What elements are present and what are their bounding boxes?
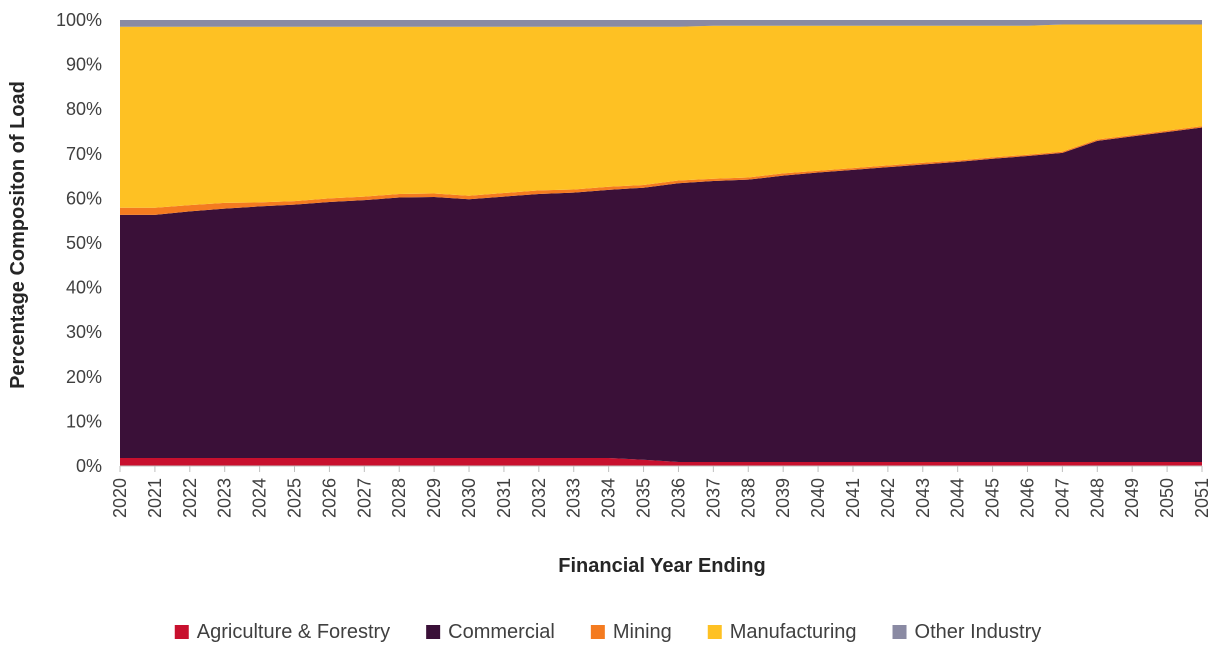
x-tick-label: 2035 <box>634 478 654 518</box>
x-axis-title: Financial Year Ending <box>558 555 765 577</box>
y-tick-label: 70% <box>66 144 102 164</box>
x-tick-label: 2024 <box>250 478 270 518</box>
x-tick-label: 2025 <box>285 478 305 518</box>
x-tick-label: 2050 <box>1157 478 1177 518</box>
x-tick-label: 2045 <box>983 478 1003 518</box>
legend-label: Other Industry <box>915 621 1042 643</box>
legend: Agriculture & Forestry Commercial Mining Ma… <box>174 621 1042 643</box>
x-tick-label: 2042 <box>878 478 898 518</box>
legend-swatch <box>892 625 907 639</box>
x-tick-label: 2027 <box>354 478 374 518</box>
x-tick-label: 2040 <box>808 478 828 518</box>
legend-swatch <box>426 625 441 639</box>
legend-item: Manufacturing <box>707 621 857 643</box>
y-tick-label: 30% <box>66 322 102 342</box>
x-tick-label: 2029 <box>424 478 444 518</box>
x-tick-label: 2041 <box>843 478 863 518</box>
x-tick-label: 2026 <box>319 478 339 518</box>
x-tick-label: 2039 <box>773 478 793 518</box>
y-axis-title: Percentage Compositon of Load <box>7 81 29 389</box>
legend-item: Commercial <box>426 621 555 643</box>
x-tick-label: 2044 <box>948 478 968 518</box>
x-tick-label: 2034 <box>599 478 619 518</box>
y-tick-label: 10% <box>66 411 102 431</box>
y-tick-label: 100% <box>56 10 102 30</box>
legend-swatch <box>707 625 722 639</box>
area-other-industry <box>120 20 1202 27</box>
y-tick-label: 40% <box>66 278 102 298</box>
y-tick-label: 0% <box>76 456 102 476</box>
x-tick-label: 2051 <box>1192 478 1212 518</box>
legend-label: Commercial <box>448 621 555 643</box>
y-tick-label: 80% <box>66 99 102 119</box>
area-mining <box>120 126 1202 215</box>
x-tick-label: 2032 <box>529 478 549 518</box>
area-agriculture-forestry <box>120 457 1202 466</box>
y-axis-ticks: 0% 10% 20% 30% 40% 50% 60% 70% 80% 90% 100% <box>56 10 102 476</box>
x-tick-label: 2022 <box>180 478 200 518</box>
x-tick-label: 2021 <box>145 478 165 518</box>
y-tick-label: 90% <box>66 55 102 75</box>
x-tick-label: 2031 <box>494 478 514 518</box>
y-tick-label: 20% <box>66 367 102 387</box>
legend-swatch <box>174 625 189 639</box>
x-tick-label: 2036 <box>668 478 688 518</box>
x-tick-label: 2030 <box>459 478 479 518</box>
x-tick-label: 2020 <box>110 478 130 518</box>
legend-label: Agriculture & Forestry <box>197 621 390 643</box>
x-tick-label: 2033 <box>564 478 584 518</box>
x-tick-label: 2038 <box>738 478 758 518</box>
area-series-group <box>120 20 1202 466</box>
x-tick-label: 2047 <box>1052 478 1072 518</box>
legend-swatch <box>590 625 605 639</box>
x-tick-label: 2049 <box>1122 478 1142 518</box>
legend-item: Mining <box>590 621 672 643</box>
area-commercial <box>120 127 1202 462</box>
x-tick-label: 2048 <box>1087 478 1107 518</box>
x-tick-label: 2023 <box>215 478 235 518</box>
x-tick-label: 2043 <box>913 478 933 518</box>
legend-item: Agriculture & Forestry <box>174 621 390 643</box>
legend-label: Manufacturing <box>730 621 857 643</box>
x-tick-label: 2028 <box>389 478 409 518</box>
legend-item: Other Industry <box>892 621 1042 643</box>
area-manufacturing <box>120 24 1202 208</box>
x-axis-ticks: 2020 2021 2022 2023 2024 2025 2026 2027 2028 2029… <box>110 465 1212 518</box>
legend-label: Mining <box>613 621 672 643</box>
x-tick-label: 2046 <box>1017 478 1037 518</box>
y-tick-label: 50% <box>66 233 102 253</box>
x-tick-label: 2037 <box>703 478 723 518</box>
y-tick-label: 60% <box>66 188 102 208</box>
